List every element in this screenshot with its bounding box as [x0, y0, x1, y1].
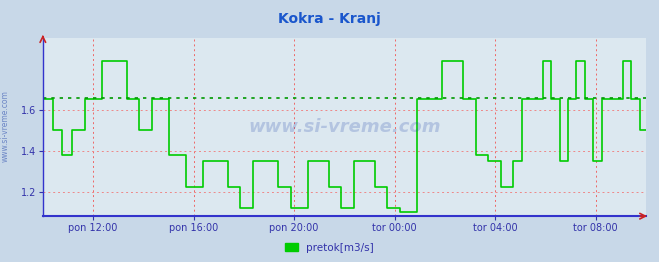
Legend: pretok[m3/s]: pretok[m3/s] — [281, 238, 378, 257]
Text: www.si-vreme.com: www.si-vreme.com — [248, 118, 441, 136]
Text: Kokra - Kranj: Kokra - Kranj — [278, 12, 381, 26]
Text: www.si-vreme.com: www.si-vreme.com — [1, 90, 10, 162]
